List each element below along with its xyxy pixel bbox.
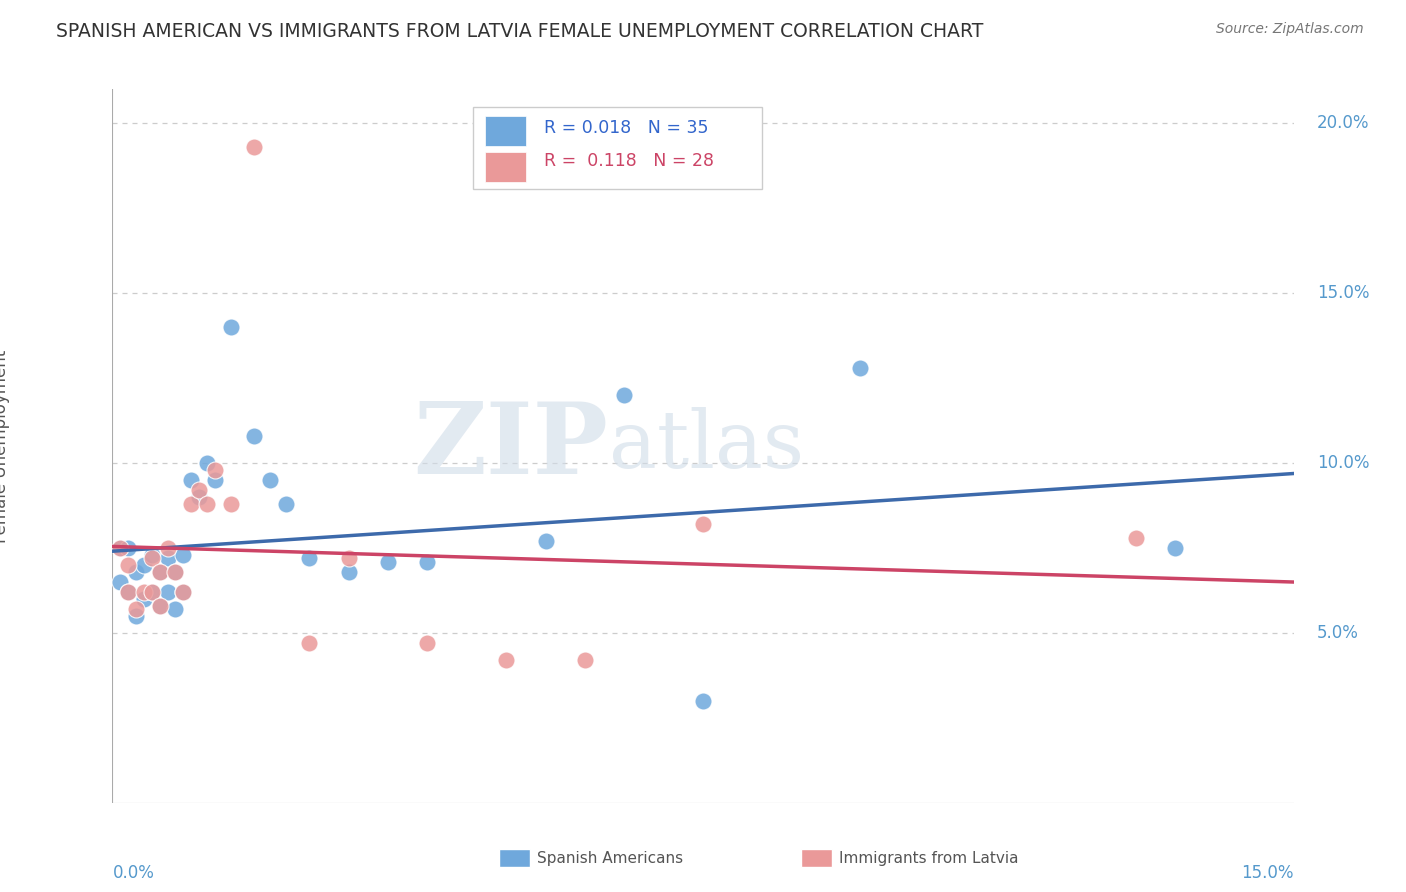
Point	[692, 517, 714, 532]
Point	[274, 497, 297, 511]
Text: R =  0.118   N = 28: R = 0.118 N = 28	[544, 152, 714, 170]
Point	[298, 551, 321, 566]
Point	[141, 551, 163, 566]
Point	[165, 602, 187, 616]
Point	[849, 360, 872, 375]
Point	[172, 585, 194, 599]
Point	[110, 541, 132, 555]
Point	[149, 599, 172, 613]
Point	[337, 565, 360, 579]
Point	[117, 541, 139, 555]
Text: SPANISH AMERICAN VS IMMIGRANTS FROM LATVIA FEMALE UNEMPLOYMENT CORRELATION CHART: SPANISH AMERICAN VS IMMIGRANTS FROM LATV…	[56, 22, 984, 41]
Point	[141, 585, 163, 599]
Point	[188, 490, 211, 504]
Point	[692, 694, 714, 708]
Point	[156, 551, 179, 566]
Point	[117, 585, 139, 599]
FancyBboxPatch shape	[485, 152, 526, 182]
Point	[534, 534, 557, 549]
Point	[132, 585, 155, 599]
Point	[125, 565, 148, 579]
Text: 10.0%: 10.0%	[1317, 454, 1369, 472]
Point	[204, 463, 226, 477]
Point	[149, 599, 172, 613]
Point	[141, 585, 163, 599]
Text: Female Unemployment: Female Unemployment	[0, 350, 10, 542]
Text: 0.0%: 0.0%	[112, 864, 155, 882]
Text: Spanish Americans: Spanish Americans	[537, 851, 683, 865]
Point	[195, 497, 218, 511]
Point	[495, 653, 517, 667]
Point	[298, 636, 321, 650]
Point	[188, 483, 211, 498]
Text: 15.0%: 15.0%	[1317, 284, 1369, 302]
Point	[180, 473, 202, 487]
Point	[132, 591, 155, 606]
Text: Immigrants from Latvia: Immigrants from Latvia	[839, 851, 1019, 865]
Point	[125, 608, 148, 623]
Point	[243, 429, 266, 443]
Point	[117, 585, 139, 599]
Point	[259, 473, 281, 487]
Point	[337, 551, 360, 566]
Point	[377, 555, 399, 569]
Point	[165, 565, 187, 579]
Point	[165, 565, 187, 579]
Point	[613, 388, 636, 402]
Point	[219, 320, 242, 334]
Text: 5.0%: 5.0%	[1317, 624, 1360, 642]
Point	[1164, 541, 1187, 555]
Point	[110, 574, 132, 589]
Point	[416, 555, 439, 569]
Text: atlas: atlas	[609, 407, 804, 485]
Point	[110, 541, 132, 555]
FancyBboxPatch shape	[472, 107, 762, 189]
Point	[117, 558, 139, 572]
Point	[243, 140, 266, 154]
Point	[416, 636, 439, 650]
Point	[574, 653, 596, 667]
Text: ZIP: ZIP	[413, 398, 609, 494]
Point	[204, 473, 226, 487]
Point	[156, 541, 179, 555]
Point	[132, 558, 155, 572]
Point	[219, 497, 242, 511]
Text: R = 0.018   N = 35: R = 0.018 N = 35	[544, 120, 709, 137]
Point	[125, 602, 148, 616]
Point	[149, 565, 172, 579]
Point	[172, 585, 194, 599]
Point	[156, 585, 179, 599]
Point	[141, 548, 163, 562]
Point	[1125, 531, 1147, 545]
Point	[172, 548, 194, 562]
Point	[180, 497, 202, 511]
Text: Source: ZipAtlas.com: Source: ZipAtlas.com	[1216, 22, 1364, 37]
Point	[195, 456, 218, 470]
Text: 20.0%: 20.0%	[1317, 114, 1369, 132]
Point	[149, 565, 172, 579]
Text: 15.0%: 15.0%	[1241, 864, 1294, 882]
FancyBboxPatch shape	[485, 116, 526, 146]
